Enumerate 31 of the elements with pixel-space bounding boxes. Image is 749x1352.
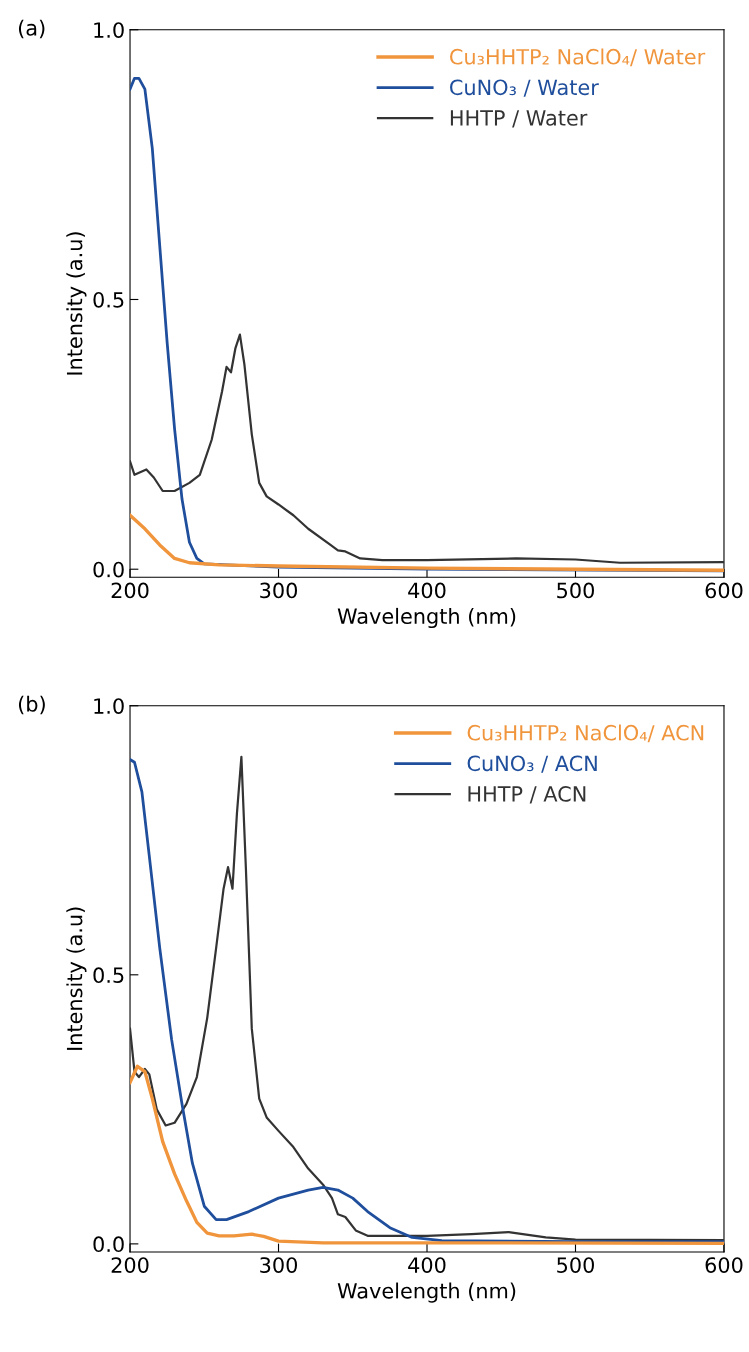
x-tick-label: 400 — [408, 1257, 446, 1273]
x-tick-label: 300 — [260, 1257, 298, 1273]
x-tick-label: 200 — [111, 1257, 149, 1273]
x-tick-label: 600 — [705, 1257, 743, 1273]
y-tick-label: 1.0 — [94, 22, 124, 38]
chart-title: (b) — [18, 695, 45, 715]
x-tick-label: 400 — [408, 582, 446, 599]
x-tick-label: 200 — [111, 582, 149, 599]
y-tick-label: 1.0 — [94, 698, 124, 714]
x-tick-label: 500 — [557, 1257, 594, 1273]
legend-label: Cu₃HHTP₂ NaClO₄/ Water — [450, 48, 706, 67]
x-axis-title: Wavelength (nm) — [337, 1282, 516, 1303]
y-tick-label: 0.5 — [93, 291, 124, 308]
x-tick-label: 600 — [705, 582, 743, 599]
line-series — [130, 513, 724, 572]
legend-label: HHTP / ACN — [468, 786, 586, 804]
legend-label: Cu₃HHTP₂ NaClO₄/ ACN — [467, 724, 704, 743]
y-tick-label: 0.5 — [93, 967, 124, 984]
y-tick-label: 0.0 — [93, 1236, 124, 1253]
x-axis-title: Wavelength (nm) — [337, 607, 516, 629]
legend-label: HHTP / Water — [450, 110, 588, 128]
legend-label: CuNO₃ / ACN — [467, 755, 597, 773]
line-series — [130, 333, 724, 564]
x-tick-label: 500 — [557, 582, 594, 599]
chart-title: (a) — [18, 19, 45, 39]
x-tick-label: 300 — [260, 582, 298, 599]
y-tick-label: 0.0 — [93, 561, 124, 578]
legend-label: CuNO₃ / Water — [450, 79, 599, 97]
y-axis-title: Intensity (a.u) — [66, 232, 87, 375]
y-axis-title: Intensity (a.u) — [66, 907, 87, 1050]
line-series — [130, 1064, 724, 1246]
